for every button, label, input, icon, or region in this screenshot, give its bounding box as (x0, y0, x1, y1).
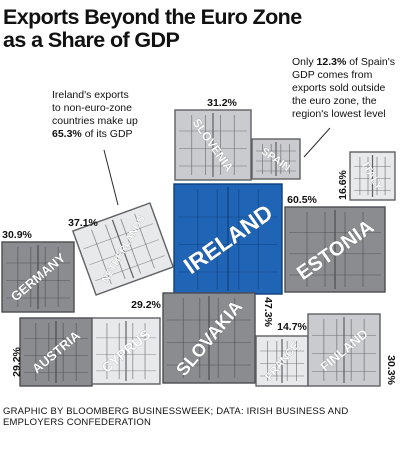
value-label-italy: 16.6% (337, 169, 349, 199)
container-lock-bar-netherlands-1 (105, 224, 126, 280)
spain-annotation-line-2: GDP comes from (292, 69, 373, 81)
spain-annotation-line-4: the euro zone, the (292, 95, 377, 107)
container-lock-bar-netherlands-2 (120, 218, 141, 274)
container-slovenia: SLOVENIA (174, 109, 252, 181)
container-rib-netherlands-0 (83, 223, 154, 250)
container-germany: GERMANY (1, 241, 75, 313)
chart-title-line-2: as a Share of GDP (3, 28, 180, 52)
value-label-austria: 29.2% (11, 346, 23, 376)
container-rib-netherlands-2 (95, 255, 165, 282)
container-netherlands: NETHERLANDS (71, 202, 175, 296)
spain-annotation-line-3: exports sold outside (292, 82, 386, 94)
source-credit-line-1: GRAPHIC BY BLOOMBERG BUSINESSWEEK; DATA:… (3, 406, 349, 417)
spain-annotation-lead: Only (292, 56, 314, 68)
ireland-annotation-tail: of its GDP (84, 128, 133, 140)
value-label-france: 14.7% (277, 321, 307, 333)
container-slovakia: SLOVAKIA (162, 292, 256, 384)
container-lock-bar-netherlands-0 (91, 229, 112, 285)
source-credit: GRAPHIC BY BLOOMBERG BUSINESSWEEK; DATA:… (3, 406, 403, 428)
container-lock-bar-netherlands-3 (134, 213, 155, 269)
value-label-estonia: 60.5% (287, 194, 317, 206)
container-austria: AUSTRIA (19, 317, 93, 387)
ireland-pointer-line (103, 149, 119, 206)
container-ireland: IRELAND (173, 183, 283, 295)
container-finland: FINLAND (307, 313, 381, 387)
container-france: FRANCE (255, 335, 309, 387)
spain-pointer-line (303, 127, 331, 158)
value-label-slovakia: 47.3% (262, 297, 274, 327)
ireland-annotation-line-2: to non-euro-zone (52, 102, 132, 114)
ireland-highlight-value: 65.3% (52, 128, 82, 140)
value-label-slovenia: 31.2% (207, 97, 237, 109)
container-rib-netherlands-1 (89, 239, 160, 266)
chart-title: Exports Beyond the Euro Zone as a Share … (3, 6, 403, 52)
ireland-annotation-line-3: countries make up (52, 115, 138, 127)
ireland-annotation-line-1: Ireland's exports (52, 89, 129, 101)
spain-annotation: Only 12.3% of Spain's GDP comes from exp… (292, 56, 405, 121)
spain-annotation-line-5: region's lowest level (292, 108, 386, 120)
container-spain: SPAIN (251, 138, 301, 180)
value-label-finland: 30.3% (385, 355, 397, 385)
source-credit-line-2: EMPLOYERS CONFEDERATION (3, 417, 151, 428)
value-label-netherlands: 37.1% (68, 217, 98, 229)
ireland-annotation-line-4: 65.3% of its GDP (52, 128, 160, 141)
container-italy: ITALY (349, 151, 396, 201)
chart-title-line-1: Exports Beyond the Euro Zone (3, 5, 302, 29)
spain-annotation-line-1: Only 12.3% of Spain's (292, 56, 405, 69)
ireland-annotation: Ireland's exports to non-euro-zone count… (52, 89, 160, 141)
value-label-cyprus: 29.2% (131, 299, 161, 311)
container-cyprus: CYPRUS (91, 317, 161, 385)
container-estonia: ESTONIA (284, 206, 386, 293)
spain-annotation-rest: of Spain's (349, 56, 396, 68)
spain-highlight-value: 12.3% (316, 56, 347, 68)
value-label-germany: 30.9% (2, 229, 32, 241)
